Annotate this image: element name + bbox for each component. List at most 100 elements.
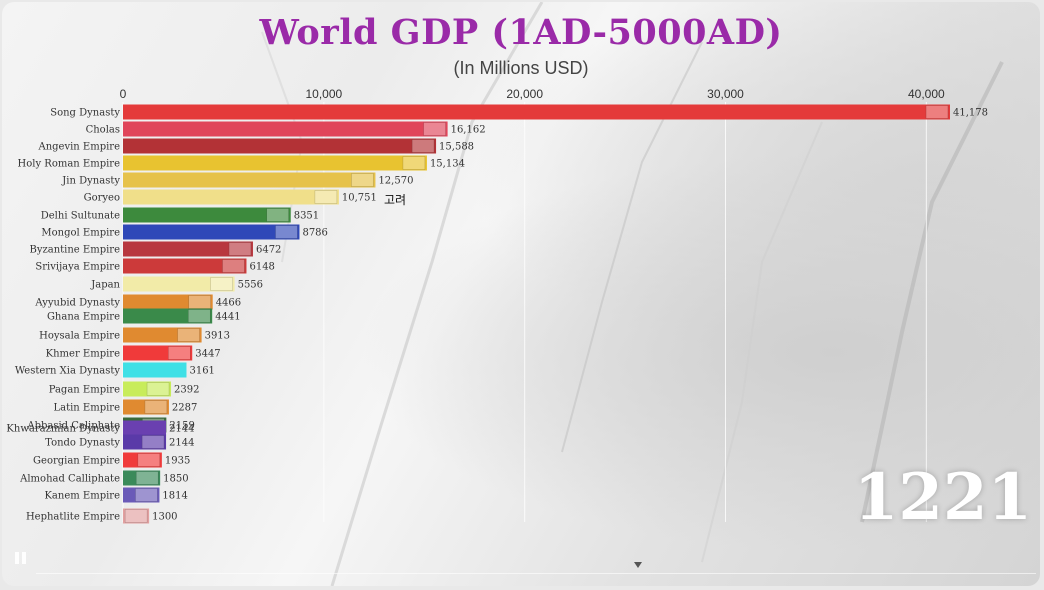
cholas-flag-icon <box>423 122 446 136</box>
bar-value-label: 1814 <box>162 491 187 502</box>
timeline-marker-icon[interactable] <box>634 562 642 568</box>
bar-category-label: Angevin Empire <box>37 142 120 153</box>
bar-category-label: Latin Empire <box>53 403 120 414</box>
jin-flag-icon <box>351 173 374 187</box>
bar <box>123 381 172 397</box>
georgian-flag-icon <box>137 453 161 467</box>
chart-subtitle: (In Millions USD) <box>453 58 589 78</box>
bar <box>123 362 187 378</box>
hre-flag-icon <box>402 156 426 170</box>
bar-value-label: 12,570 <box>378 176 413 187</box>
bar-category-label: Western Xia Dynasty <box>15 366 121 377</box>
bar <box>123 434 167 450</box>
bar-category-label: Abbasid Caliphate <box>26 421 120 432</box>
bar <box>123 487 160 503</box>
bar-value-label: 16,162 <box>451 125 486 136</box>
bar-value-label: 4466 <box>216 298 241 309</box>
bar-category-label: Song Dynasty <box>50 108 120 119</box>
khmer-flag-icon <box>168 346 191 360</box>
bar-value-label: 1300 <box>152 512 177 523</box>
bar-value-label: 8786 <box>302 228 327 239</box>
bar <box>123 452 162 468</box>
chart-title: World GDP (1AD-5000AD) <box>259 12 783 53</box>
bar <box>123 276 235 292</box>
bar-category-label: Goryeo <box>84 193 120 204</box>
goryeo-annotation: 고려 <box>384 193 407 207</box>
x-tick-label: 40,000 <box>908 87 945 101</box>
bar <box>123 138 437 154</box>
bar-category-label: Mongol Empire <box>41 228 120 239</box>
bar-category-label: Hoysala Empire <box>39 331 120 342</box>
hoysala-flag-icon <box>177 328 200 342</box>
bar-value-label: 2144 <box>169 438 194 449</box>
year-counter: 1221 <box>853 460 1032 535</box>
bar-category-label: Khwarazmian Dynasty <box>6 424 120 435</box>
bar-category-label: Srivijaya Empire <box>35 262 120 273</box>
byzantine-flag-icon <box>228 242 252 256</box>
japan-flag-icon <box>210 277 233 291</box>
bar-value-label: 10,751 <box>342 193 377 204</box>
bar-category-label: Japan <box>90 280 120 291</box>
bar <box>123 104 950 120</box>
bar <box>123 508 150 524</box>
bar-category-label: Khmer Empire <box>46 349 120 360</box>
x-tick-label: 20,000 <box>506 87 543 101</box>
x-tick-label: 10,000 <box>305 87 342 101</box>
x-tick-label: 30,000 <box>707 87 744 101</box>
bar-value-label: 2159 <box>169 421 194 432</box>
bar-value-label: 15,134 <box>430 159 465 170</box>
bar-value-label: 2144 <box>169 424 194 435</box>
angevin-flag-icon <box>411 139 435 153</box>
bar-value-label: 41,178 <box>953 108 988 119</box>
bar-category-label: Kanem Empire <box>44 491 120 502</box>
pause-button[interactable] <box>14 551 28 565</box>
goryeo-flag-icon <box>314 190 338 204</box>
kanem-flag-icon <box>135 488 158 502</box>
bar-value-label: 8351 <box>294 211 319 222</box>
bar-category-label: Delhi Sultunate <box>41 211 120 222</box>
latin-flag-icon <box>144 400 168 414</box>
ghana-flag-icon <box>187 309 211 323</box>
bar-value-label: 1935 <box>165 456 190 467</box>
bar-category-label: Holy Roman Empire <box>18 159 121 170</box>
red-flag-icon <box>925 105 949 119</box>
bar-category-label: Tondo Dynasty <box>45 438 120 449</box>
bar <box>123 294 213 310</box>
bar <box>123 224 300 240</box>
bar <box>123 207 291 223</box>
bar-value-label: 2287 <box>172 403 197 414</box>
bar-category-label: Hephatlite Empire <box>26 512 120 523</box>
ayyubid-flag-icon <box>188 295 211 309</box>
tondo-flag-icon <box>141 435 165 449</box>
bar-category-label: Cholas <box>86 125 120 136</box>
timeline-scrubber[interactable] <box>36 562 1036 580</box>
bar-value-label: 2392 <box>174 385 199 396</box>
bar <box>123 345 193 361</box>
bar <box>123 172 376 188</box>
bar-value-label: 3161 <box>189 366 214 377</box>
bar <box>123 121 448 137</box>
bar-value-label: 6472 <box>256 245 281 256</box>
bar-value-label: 3447 <box>195 349 220 360</box>
bar-category-label: Georgian Empire <box>33 456 120 467</box>
bar-value-label: 4441 <box>215 312 240 323</box>
bar <box>123 399 169 415</box>
pagan-flag-icon <box>146 382 170 396</box>
bar-value-label: 6148 <box>249 262 274 273</box>
bar-value-label: 3913 <box>205 331 230 342</box>
bar <box>123 470 161 486</box>
bar <box>123 327 202 343</box>
bar <box>123 308 213 324</box>
bar-value-label: 1850 <box>163 474 188 485</box>
bar-category-label: Ayyubid Dynasty <box>34 298 120 309</box>
mongol-flag-icon <box>275 225 298 239</box>
srivijaya-flag-icon <box>222 259 245 273</box>
bar <box>123 241 253 257</box>
bar <box>123 155 427 171</box>
bar-value-label: 5556 <box>238 280 263 291</box>
bar <box>123 258 247 274</box>
bar-category-label: Ghana Empire <box>47 312 120 323</box>
bar-category-label: Pagan Empire <box>49 385 120 396</box>
bar-value-label: 15,588 <box>439 142 474 153</box>
